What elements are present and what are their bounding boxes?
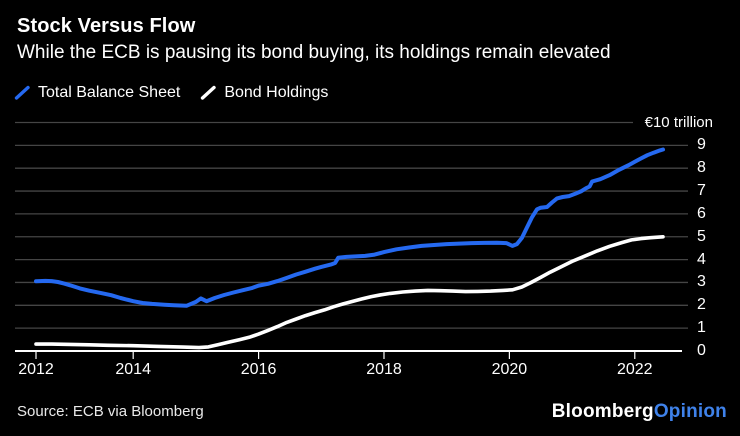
series-line-total-balance-sheet [34,147,665,308]
legend: Total Balance Sheet Bond Holdings [14,84,328,102]
page-title: Stock Versus Flow [17,15,196,37]
y-axis-label: 8 [697,159,706,177]
legend-label-bond-holdings: Bond Holdings [224,84,329,101]
x-axis-label: 2012 [18,361,54,378]
y-axis-label: 7 [697,182,706,200]
white-line-swatch-icon [201,85,217,100]
y-axis-label: 5 [697,227,706,245]
x-axis-label: 2022 [616,361,653,378]
series-line-bond-holdings [34,235,665,350]
y-axis-label: 3 [697,273,706,291]
x-axis-label: 2020 [491,361,528,378]
y-axis-label: 2 [697,296,706,314]
y-axis-label: 6 [697,204,706,222]
y-axis-unit-label: €10 trillion [644,114,713,131]
x-axis-label: 2016 [240,361,277,378]
y-axis-label: 1 [697,319,706,337]
x-axis-label: 2014 [115,361,151,378]
source-note: Source: ECB via Bloomberg [17,403,204,420]
y-axis-label: 4 [697,250,706,268]
blue-line-swatch-icon [14,85,30,100]
y-axis-label: 9 [697,136,706,154]
legend-item-total-balance-sheet: Total Balance Sheet [14,84,180,102]
legend-item-bond-holdings: Bond Holdings [200,84,328,102]
logo-opinion: Opinion [653,401,727,422]
chart-subtitle: While the ECB is pausing its bond buying… [17,42,611,63]
bloomberg-opinion-logo: BloombergOpinion [552,401,727,423]
logo-bloomberg: Bloomberg [551,401,654,422]
y-axis-label: 0 [697,342,706,359]
legend-label-total-balance-sheet: Total Balance Sheet [38,84,181,101]
x-axis-label: 2018 [366,361,402,378]
